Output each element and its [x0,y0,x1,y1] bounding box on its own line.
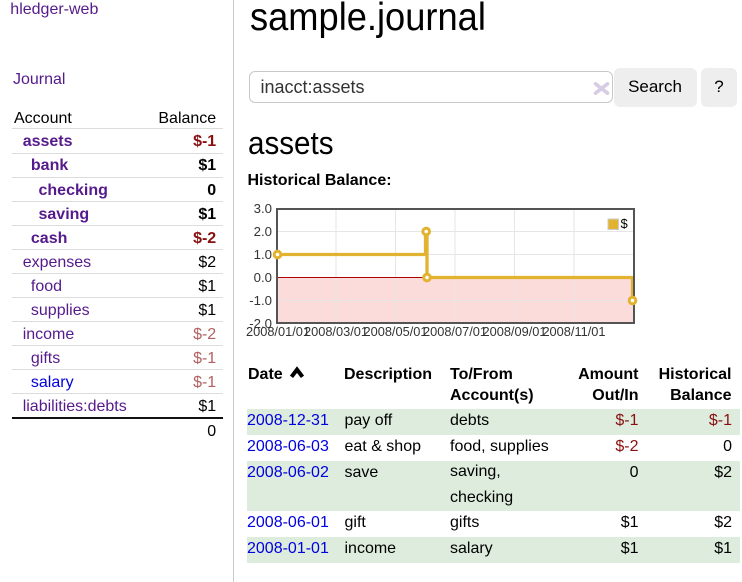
svg-text:1.0: 1.0 [254,247,272,262]
svg-text:$: $ [621,216,629,231]
svg-text:2.0: 2.0 [254,224,272,239]
svg-text:2008/09/01: 2008/09/01 [482,324,546,339]
svg-text:2008/07/01: 2008/07/01 [423,324,487,339]
svg-text:2008/11/01: 2008/11/01 [542,324,605,339]
svg-text:0.0: 0.0 [254,270,272,285]
svg-text:2008/01/01: 2008/01/01 [246,324,310,339]
svg-text:-2.0: -2.0 [249,316,272,331]
svg-text:3.0: 3.0 [254,201,272,216]
svg-text:-1.0: -1.0 [249,293,272,308]
svg-text:2008/03/01: 2008/03/01 [304,324,368,339]
svg-text:2008/05/01: 2008/05/01 [363,324,427,339]
